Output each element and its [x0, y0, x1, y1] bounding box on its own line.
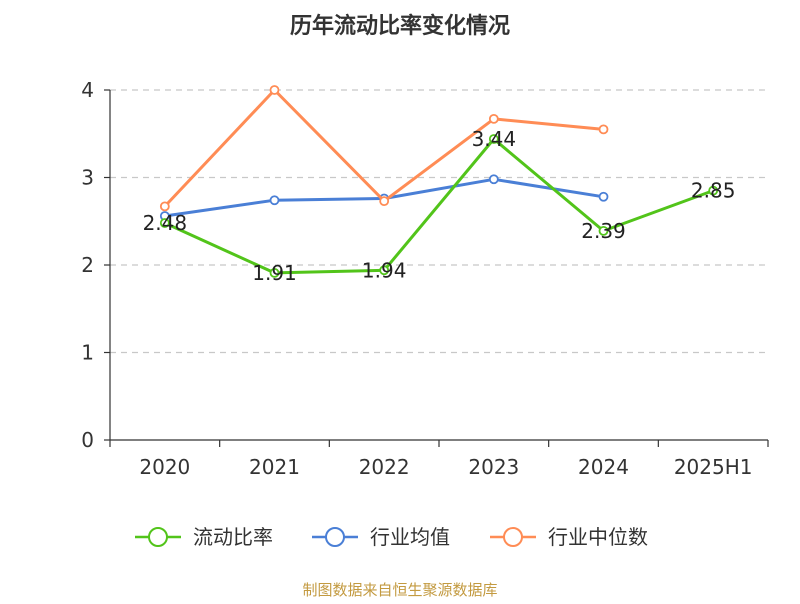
y-tick-label: 1	[81, 341, 94, 365]
data-label: 2.48	[143, 211, 188, 235]
data-label: 2.85	[691, 179, 736, 203]
y-tick-label: 4	[81, 78, 94, 102]
legend-marker	[503, 527, 523, 547]
x-tick-label: 2025H1	[674, 455, 753, 479]
axis-layer: 0 1 2 3 4 2020 2021 2022 2023 2024 2025H1	[81, 78, 769, 479]
data-point	[269, 267, 280, 278]
data-point	[598, 191, 609, 202]
data-point	[379, 196, 390, 207]
x-tick-label: 2022	[359, 455, 410, 479]
data-label: 3.44	[472, 127, 517, 151]
data-point	[598, 124, 609, 135]
grid-layer	[110, 89, 768, 354]
chart-title: 历年流动比率变化情况	[290, 13, 510, 39]
legend: 流动比率 行业均值 行业中位数	[135, 525, 648, 549]
source-note: 制图数据来自恒生聚源数据库	[302, 581, 497, 599]
x-tick-label: 2020	[139, 455, 190, 479]
data-point	[708, 185, 719, 196]
data-label: 2.39	[581, 219, 626, 243]
data-label-layer: 2.48 1.91 1.94 3.44 2.39 2.85	[143, 127, 736, 285]
legend-label: 行业均值	[370, 525, 450, 549]
data-point	[269, 85, 280, 95]
x-tick-label: 2023	[468, 455, 519, 479]
data-point	[379, 265, 390, 276]
data-point	[598, 225, 609, 236]
data-point	[159, 201, 170, 212]
data-point	[488, 113, 499, 124]
legend-label: 行业中位数	[548, 525, 648, 549]
data-point	[488, 174, 499, 185]
data-point	[488, 134, 499, 144]
series-line-0	[163, 137, 715, 275]
legend-marker	[325, 527, 345, 547]
y-tick-label: 3	[81, 166, 94, 190]
x-tick-label: 2021	[249, 455, 300, 479]
data-label: 1.94	[362, 258, 407, 282]
data-point	[159, 218, 170, 228]
y-tick-label: 2	[81, 253, 94, 277]
series-layer	[159, 85, 719, 278]
data-point	[269, 195, 280, 206]
x-tick-label: 2024	[578, 455, 629, 479]
series-line-2	[163, 88, 605, 208]
data-label: 1.91	[252, 261, 297, 285]
y-tick-label: 0	[81, 428, 94, 452]
legend-marker	[148, 527, 168, 547]
legend-label: 流动比率	[193, 525, 273, 549]
